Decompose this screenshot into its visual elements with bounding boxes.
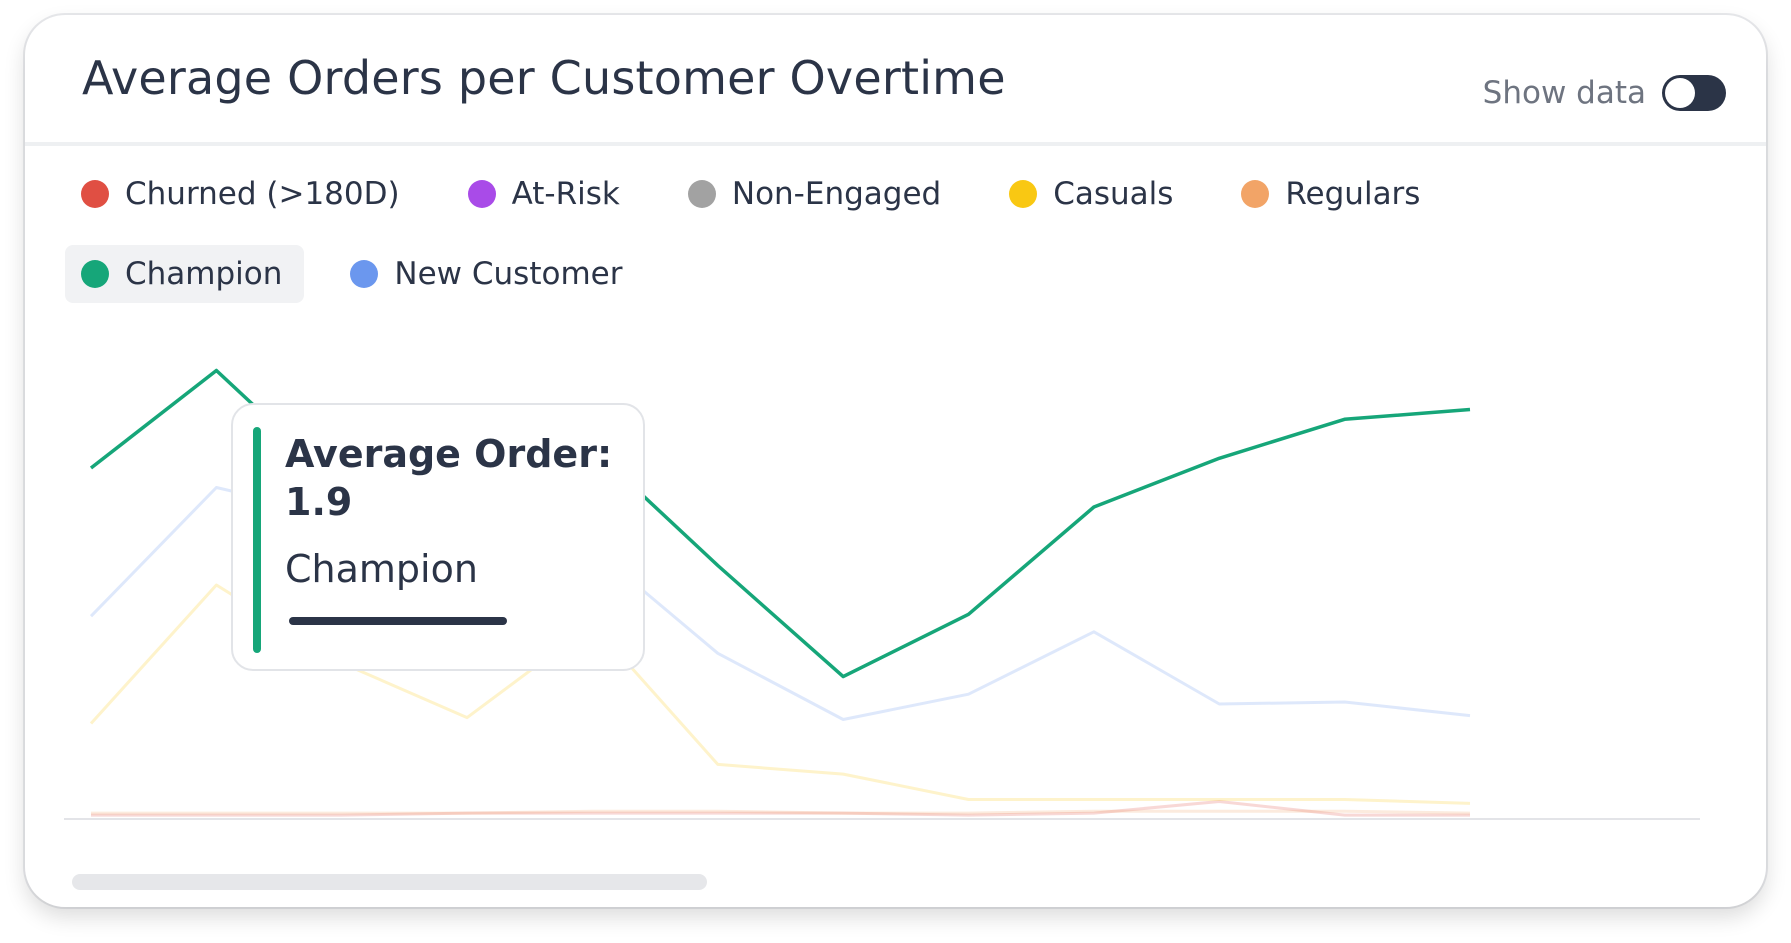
legend-dot-icon [81, 260, 109, 288]
chart-legend: Churned (>180D) At-Risk Non-Engaged Casuals… [65, 165, 1705, 303]
legend-item[interactable]: Churned (>180D) [65, 165, 422, 223]
tooltip-value: Average Order: 1.9 [285, 432, 613, 524]
legend-dot-icon [467, 180, 496, 208]
legend-item[interactable]: New Customer [334, 245, 644, 303]
legend-dot-icon [1241, 180, 1270, 208]
legend-item[interactable]: Champion [65, 245, 305, 303]
series-line-churned-180d[interactable] [91, 800, 1470, 817]
series-line-regulars[interactable] [91, 809, 1471, 815]
chart-horizontal-scrollbar[interactable] [72, 874, 707, 890]
legend-label: Champion [125, 256, 283, 292]
show-data-switch[interactable] [1662, 75, 1726, 111]
legend-item[interactable]: Regulars [1225, 165, 1442, 223]
legend-label: New Customer [394, 256, 623, 292]
chart-card: Average Orders per Customer Overtime Sho… [25, 15, 1766, 907]
legend-item[interactable]: At-Risk [452, 165, 642, 223]
legend-label: Regulars [1285, 176, 1421, 212]
legend-dot-icon [1009, 180, 1038, 208]
show-data-label: Show data [1482, 75, 1646, 111]
legend-item[interactable]: Non-Engaged [672, 165, 963, 223]
chart-tooltip: Average Order: 1.9 Champion [231, 403, 645, 671]
legend-dot-icon [687, 180, 716, 208]
chart-title: Average Orders per Customer Overtime [82, 51, 1006, 105]
tooltip-accent-bar [253, 427, 261, 653]
tooltip-series-underline [289, 617, 507, 625]
legend-dot-icon [81, 180, 109, 208]
legend-item[interactable]: Casuals [993, 165, 1195, 223]
legend-label: Non-Engaged [731, 176, 942, 212]
legend-label: At-Risk [511, 176, 620, 212]
tooltip-series-name: Champion [285, 547, 478, 591]
legend-label: Casuals [1053, 176, 1174, 212]
toggle-knob [1665, 78, 1695, 108]
legend-label: Churned (>180D) [125, 176, 400, 212]
legend-dot-icon [350, 260, 379, 288]
card-header: Average Orders per Customer Overtime Sho… [25, 15, 1766, 146]
show-data-toggle[interactable]: Show data [1483, 75, 1726, 111]
